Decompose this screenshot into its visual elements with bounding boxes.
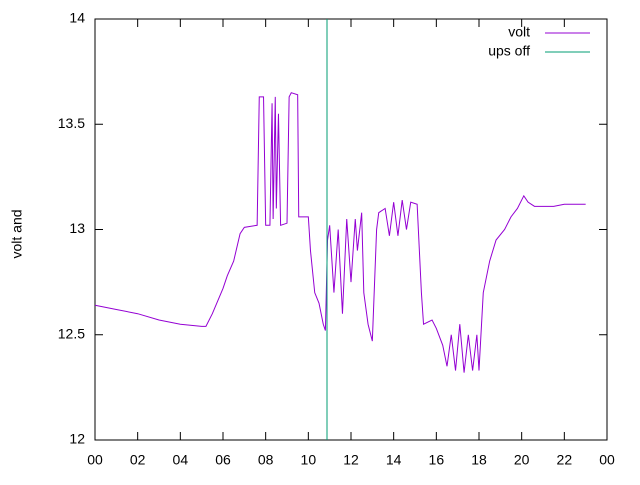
x-tick-label: 22	[557, 452, 573, 468]
x-tick-label: 08	[258, 452, 274, 468]
y-tick-label: 14	[69, 10, 85, 26]
x-tick-label: 04	[173, 452, 189, 468]
y-tick-label: 13.5	[58, 115, 85, 131]
y-axis-label: volt and	[9, 209, 25, 258]
plot-border	[94, 18, 608, 441]
x-tick-label: 00	[599, 452, 615, 468]
legend-label: ups off	[488, 43, 530, 59]
y-tick-label: 12.5	[58, 325, 85, 341]
series-line	[94, 92, 586, 373]
legend-label: volt	[508, 24, 530, 40]
x-tick-label: 06	[215, 452, 231, 468]
y-tick-label: 12	[69, 431, 85, 447]
x-tick-label: 16	[429, 452, 445, 468]
x-tick-label: 14	[386, 452, 402, 468]
x-tick-label: 10	[301, 452, 317, 468]
x-tick-label: 18	[471, 452, 487, 468]
x-tick-label: 20	[514, 452, 530, 468]
y-tick-label: 13	[69, 220, 85, 236]
x-tick-label: 00	[87, 452, 103, 468]
x-tick-label: 12	[343, 452, 359, 468]
x-tick-label: 02	[130, 452, 146, 468]
